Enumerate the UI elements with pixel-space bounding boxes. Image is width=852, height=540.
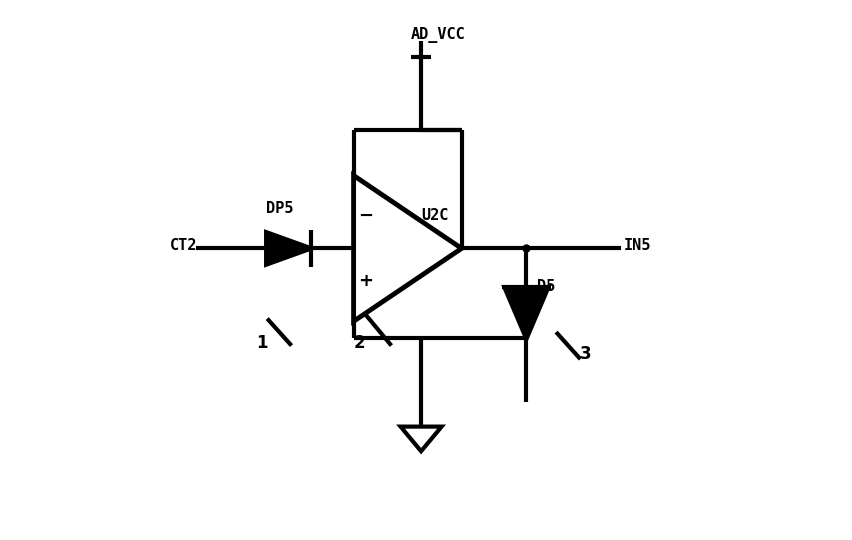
Text: U2C: U2C bbox=[420, 208, 448, 224]
Text: −: − bbox=[358, 207, 372, 225]
Polygon shape bbox=[354, 176, 461, 321]
Text: 2: 2 bbox=[353, 334, 365, 352]
Text: DP5: DP5 bbox=[266, 201, 293, 216]
Text: +: + bbox=[358, 272, 372, 290]
Polygon shape bbox=[400, 427, 441, 451]
Text: AD_VCC: AD_VCC bbox=[410, 27, 464, 43]
Text: 3: 3 bbox=[579, 345, 591, 363]
Polygon shape bbox=[266, 232, 311, 265]
Text: 1: 1 bbox=[256, 334, 268, 352]
Text: D5: D5 bbox=[537, 279, 555, 294]
Text: CT2: CT2 bbox=[170, 238, 197, 253]
Text: IN5: IN5 bbox=[623, 238, 650, 253]
Polygon shape bbox=[504, 287, 548, 339]
